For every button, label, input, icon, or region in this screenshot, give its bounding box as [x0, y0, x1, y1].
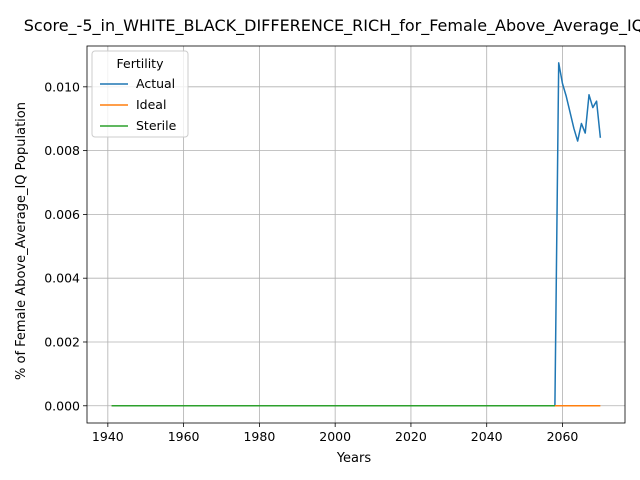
y-tick-label: 0.000: [44, 398, 80, 413]
x-tick-label: 1980: [243, 429, 275, 444]
x-tick-label: 1960: [168, 429, 200, 444]
legend-title: Fertility: [117, 56, 165, 71]
legend-label-actual: Actual: [136, 76, 175, 91]
x-axis-label: Years: [336, 451, 372, 466]
x-tick-label: 2020: [395, 429, 427, 444]
x-tick-label: 2040: [471, 429, 503, 444]
y-tick-label: 0.006: [44, 207, 80, 222]
legend: Fertility Actual Ideal Sterile: [91, 50, 189, 138]
x-tick-label: 2000: [319, 429, 351, 444]
plot-frame: [86, 45, 626, 424]
y-axis-ticks: 0.000 0.002 0.004 0.006 0.008 0.010: [44, 79, 87, 413]
legend-label-ideal: Ideal: [136, 97, 166, 112]
series-lines: [111, 62, 602, 407]
chart-title: Score_-5_in_WHITE_BLACK_DIFFERENCE_RICH_…: [24, 16, 640, 36]
y-tick-label: 0.002: [44, 334, 80, 349]
x-tick-label: 2060: [547, 429, 579, 444]
y-tick-label: 0.008: [44, 143, 80, 158]
y-tick-label: 0.004: [44, 271, 80, 286]
y-axis-label: % of Female Above_Average_IQ Population: [14, 102, 29, 380]
x-tick-label: 1940: [92, 429, 124, 444]
legend-box: [91, 50, 189, 138]
series-line-actual: [111, 62, 602, 407]
x-axis-ticks: 1940 1960 1980 2000 2020 2040 2060: [92, 423, 579, 444]
legend-label-sterile: Sterile: [136, 118, 177, 133]
y-tick-label: 0.010: [44, 79, 80, 94]
